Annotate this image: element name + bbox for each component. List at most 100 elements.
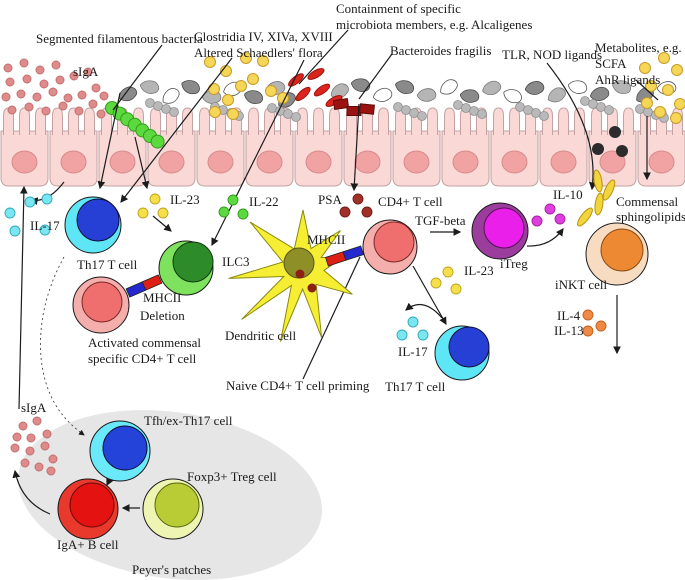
label-containment-2: microbiota members, e.g. Alcaligenes bbox=[336, 17, 532, 32]
psa-dots bbox=[339, 193, 373, 218]
label-il4: IL-4 bbox=[557, 308, 581, 323]
cell-nucleus bbox=[483, 207, 525, 249]
label-igab: IgA+ B cell bbox=[57, 537, 119, 552]
label-itreg: iTreg bbox=[500, 256, 528, 271]
il22-dots bbox=[218, 194, 249, 220]
mhcii-complex-dendritic bbox=[325, 245, 364, 267]
label-metabolites-1: Metabolites, e.g. bbox=[595, 40, 682, 55]
label-peyers-patches: Peyer's patches bbox=[132, 562, 211, 577]
arrow-th17-il17-release bbox=[405, 302, 443, 319]
label-clostridia-2: Altered Schaedlers' flora bbox=[194, 45, 323, 60]
bacteroides-fragilis-icon bbox=[332, 98, 375, 116]
cell-nucleus bbox=[102, 425, 148, 471]
cell-nucleus bbox=[373, 221, 415, 263]
label-tgf-beta: TGF-beta bbox=[415, 213, 466, 228]
segmented-filamentous-bacteria-icon bbox=[105, 101, 165, 149]
arrow-cd4-to-th17 bbox=[412, 265, 447, 326]
il17-dots-center bbox=[396, 316, 429, 341]
label-th17-center: Th17 T cell bbox=[385, 379, 446, 394]
label-segmented-filamentous: Segmented filamentous bacteria bbox=[36, 31, 203, 46]
label-activated-1: Activated commensal bbox=[88, 335, 201, 350]
arrows-layer bbox=[12, 29, 659, 515]
cell-nucleus bbox=[600, 228, 644, 272]
tlr-nod-ligand-dots bbox=[592, 126, 628, 157]
arrow-bacteroides-to-psa bbox=[350, 103, 360, 192]
commensal-sphingolipid-icons bbox=[577, 169, 616, 227]
label-activated-2: specific CD4+ T cell bbox=[88, 351, 197, 366]
label-commensal-1: Commensal bbox=[616, 194, 678, 209]
clostridia-and-metabolite-dots bbox=[204, 52, 685, 124]
th17-cell-left bbox=[64, 196, 122, 254]
line-bacteroides-pointer bbox=[358, 53, 393, 100]
activated-cd4-cell bbox=[72, 276, 130, 334]
label-foxp3: Foxp3+ Treg cell bbox=[187, 469, 277, 484]
label-il23-right: IL-23 bbox=[464, 263, 494, 278]
arrow-epithelium-to-th17-a bbox=[97, 92, 121, 190]
label-mhcii-left: MHCII bbox=[143, 290, 181, 305]
cell-nucleus bbox=[76, 198, 120, 242]
cell-nucleus bbox=[448, 326, 490, 368]
il4-il13-dots bbox=[582, 309, 607, 337]
line-metabolites-pointer bbox=[635, 79, 659, 101]
dendritic-cell bbox=[228, 209, 353, 342]
label-siga-peyers: sIgA bbox=[21, 400, 47, 415]
label-il13: IL-13 bbox=[554, 323, 584, 338]
label-ilc3: ILC3 bbox=[222, 254, 249, 269]
inkt-cell bbox=[585, 222, 649, 286]
mhcii-complex-ilc3 bbox=[125, 274, 163, 298]
line-containment-pointer bbox=[298, 29, 349, 85]
arrow-igab-siga-secretion bbox=[12, 469, 51, 515]
tfh-ex-th17-cell bbox=[89, 420, 151, 482]
label-siga-lumen: sIgA bbox=[73, 64, 99, 79]
label-il23-left: IL-23 bbox=[170, 192, 200, 207]
label-metabolites-3: AhR ligands bbox=[595, 72, 660, 87]
label-il17-center: IL-17 bbox=[398, 344, 428, 359]
label-th17-left: Th17 T cell bbox=[77, 257, 138, 272]
mhcii-bar-blue bbox=[342, 245, 364, 261]
label-il17-left: IL-17 bbox=[30, 218, 60, 233]
arrow-siga-transport bbox=[18, 185, 28, 410]
th17-cell-center bbox=[434, 325, 490, 381]
line-sfb-pointer bbox=[112, 44, 163, 111]
label-tfh: Tfh/ex-Th17 cell bbox=[144, 413, 233, 428]
siga-dots-lumen bbox=[1, 58, 109, 119]
label-commensal-2: sphingolipids bbox=[616, 209, 685, 224]
mhcii-bar-red bbox=[141, 274, 163, 291]
label-tlr-nod: TLR, NOD ligands bbox=[502, 47, 602, 62]
labels-layer: Segmented filamentous bacteria sIgA Clos… bbox=[21, 1, 685, 577]
itreg-cell bbox=[471, 202, 529, 260]
cell-nucleus bbox=[81, 281, 123, 323]
sphingolipid-icon bbox=[602, 179, 616, 201]
label-inkt: iNKT cell bbox=[555, 277, 607, 292]
label-metabolites-2: SCFA bbox=[595, 56, 627, 71]
arrow-il23-to-ilc3 bbox=[152, 215, 172, 232]
foxp3-treg-cell bbox=[142, 478, 204, 540]
siga-dots-peyers bbox=[10, 416, 58, 476]
line-naive-priming-pointer bbox=[302, 256, 361, 380]
il10-dots bbox=[531, 203, 566, 227]
cell-nucleus bbox=[172, 241, 214, 283]
label-il10: IL-10 bbox=[553, 187, 583, 202]
arrow-tlr-to-lamina bbox=[546, 62, 597, 191]
label-containment-1: Containment of specific bbox=[336, 1, 461, 16]
ilc3-cell bbox=[158, 240, 214, 296]
arrow-itreg-il10-release bbox=[526, 228, 564, 247]
label-deletion: Deletion bbox=[140, 308, 185, 323]
label-mhcii-center: MHCII bbox=[307, 232, 345, 247]
sphingolipid-icon bbox=[593, 169, 603, 193]
cytokine-dots bbox=[4, 193, 607, 341]
arrow-epithelium-to-th17-b bbox=[134, 136, 150, 190]
il17-dots-left bbox=[4, 193, 53, 237]
label-naive-priming: Naive CD4+ T cell priming bbox=[226, 378, 370, 393]
label-cd4: CD4+ T cell bbox=[378, 194, 443, 209]
cd4-t-cell bbox=[362, 219, 418, 275]
il23-dots-left bbox=[137, 193, 169, 219]
sphingolipid-icon bbox=[577, 207, 593, 227]
arrow-clostridia-to-th17 bbox=[120, 57, 233, 203]
label-dendritic: Dendritic cell bbox=[225, 328, 296, 343]
sphingolipid-icon bbox=[594, 192, 604, 216]
il23-dots-right bbox=[430, 266, 462, 295]
iga-b-cell bbox=[57, 478, 119, 540]
